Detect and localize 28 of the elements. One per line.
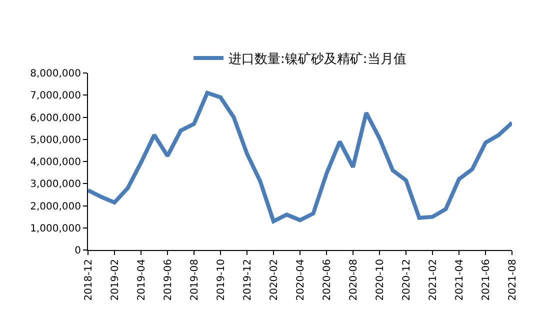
x-tick-label: 2020-08	[348, 259, 360, 301]
x-tick-label: 2021-06	[480, 259, 492, 301]
x-tick-label: 2020-02	[268, 259, 280, 301]
x-tick-label: 2019-06	[162, 259, 174, 301]
y-tick-label: 2,000,000	[30, 201, 81, 212]
y-tick-label: 7,000,000	[30, 90, 81, 102]
x-tick-label: 2021-02	[428, 259, 439, 301]
x-tick-label: 2019-08	[189, 259, 200, 301]
y-tick-label: 6,000,000	[30, 112, 81, 124]
y-tick-label: 8,000,000	[30, 68, 81, 80]
y-tick-label: 0	[74, 246, 81, 256]
x-tick-label: 2019-12	[242, 259, 254, 301]
y-tick-label: 5,000,000	[30, 134, 81, 146]
y-tick-label: 4,000,000	[30, 157, 81, 168]
x-tick-label: 2020-06	[322, 259, 333, 301]
line-series	[88, 90, 512, 224]
y-tick-label: 3,000,000	[30, 179, 81, 190]
x-tick-label: 2021-08	[507, 259, 518, 301]
x-tick-label: 2021-04	[454, 259, 466, 301]
y-tick-label: 1,000,000	[30, 223, 81, 234]
x-tick-label: 2019-04	[136, 259, 148, 301]
legend-label: 进口数量:镍矿砂及精矿:当月值	[228, 52, 406, 68]
x-tick-label: 2019-02	[110, 259, 121, 301]
x-tick-label: 2020-12	[401, 259, 412, 301]
x-tick-label: 2020-10	[374, 259, 386, 301]
x-tick-label: 2018-12	[83, 259, 94, 301]
x-tick-label: 2019-10	[216, 259, 227, 301]
x-tick-label: 2020-04	[295, 259, 306, 301]
